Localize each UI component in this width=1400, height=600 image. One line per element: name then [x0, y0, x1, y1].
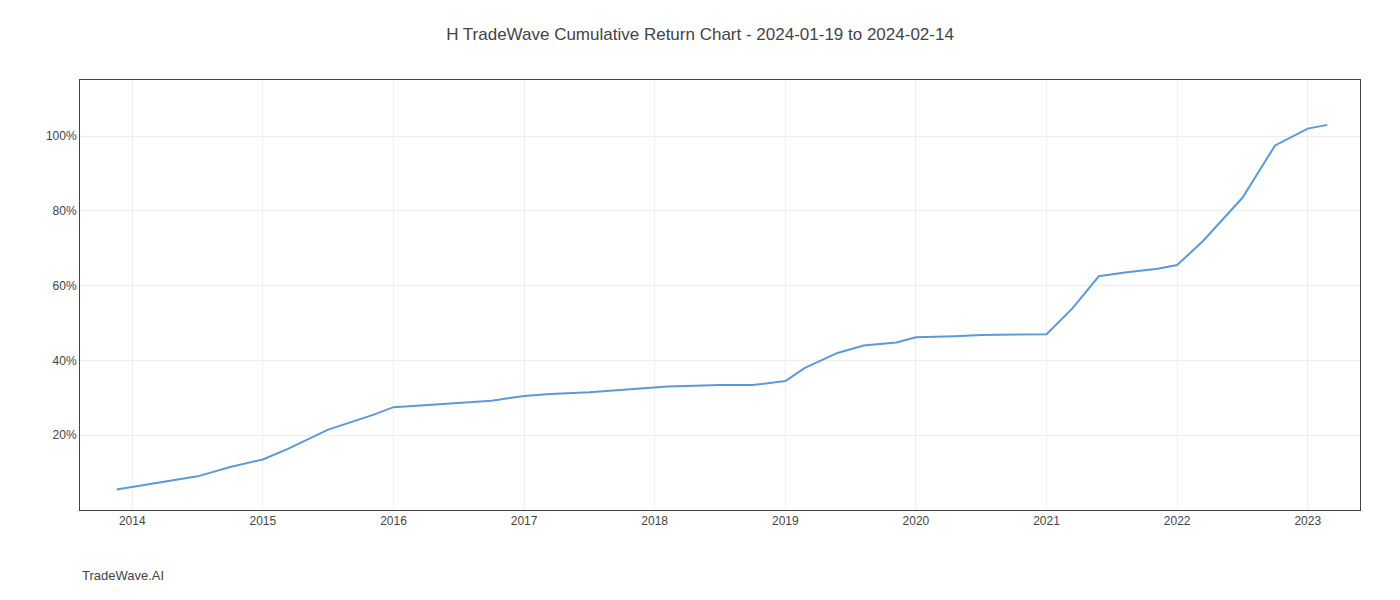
svg-text:2020: 2020	[903, 514, 930, 528]
svg-text:100%: 100%	[46, 129, 77, 143]
svg-text:2022: 2022	[1164, 514, 1191, 528]
svg-text:2014: 2014	[119, 514, 146, 528]
svg-text:40%: 40%	[53, 354, 77, 368]
svg-text:2016: 2016	[380, 514, 407, 528]
svg-text:2017: 2017	[511, 514, 538, 528]
svg-text:2023: 2023	[1294, 514, 1321, 528]
svg-text:H TradeWave Cumulative Return: H TradeWave Cumulative Return Chart - 20…	[446, 25, 954, 44]
svg-text:TradeWave.AI: TradeWave.AI	[82, 568, 164, 583]
svg-text:2019: 2019	[772, 514, 799, 528]
svg-text:20%: 20%	[53, 428, 77, 442]
svg-text:2021: 2021	[1033, 514, 1060, 528]
svg-text:2015: 2015	[250, 514, 277, 528]
svg-text:60%: 60%	[53, 279, 77, 293]
svg-text:2018: 2018	[641, 514, 668, 528]
svg-text:80%: 80%	[53, 204, 77, 218]
